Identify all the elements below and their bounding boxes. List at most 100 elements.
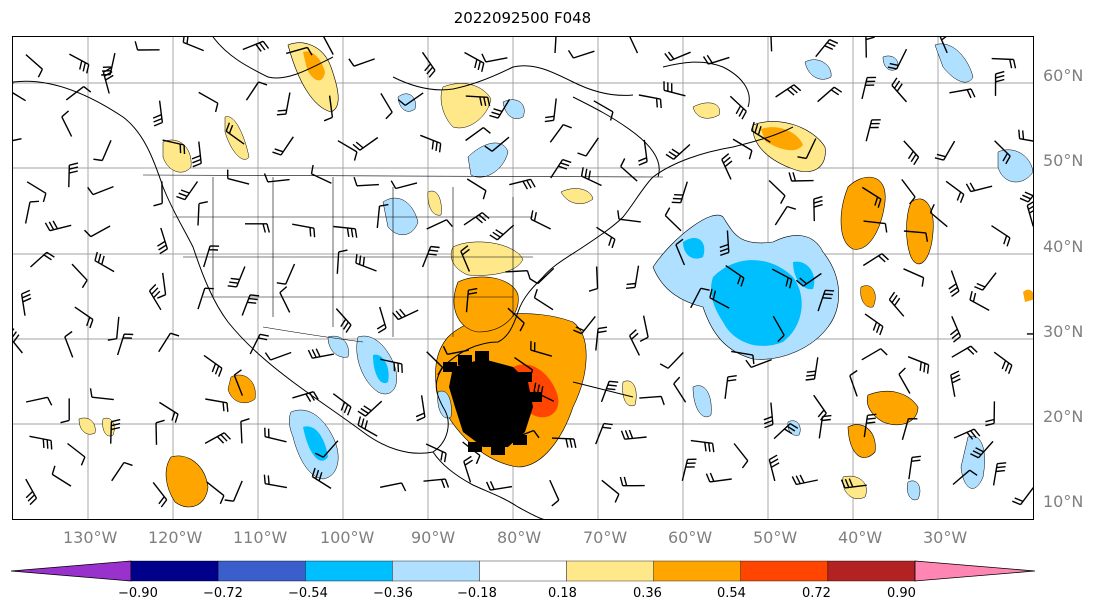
colorbar-label: −0.36: [373, 586, 413, 601]
wind-barb: [771, 268, 793, 289]
wind-barb: [549, 479, 560, 507]
wind-barb: [323, 37, 334, 55]
wind-barb: [945, 180, 965, 204]
colorbar-label: 0.90: [887, 586, 916, 601]
wind-barb: [204, 432, 232, 445]
wind-barb: [442, 345, 470, 355]
coastlines: [13, 37, 794, 519]
lon-label-130w: 130°W: [63, 528, 118, 547]
wind-barb: [310, 164, 332, 184]
wind-barb: [601, 479, 620, 503]
wind-barb: [533, 288, 554, 311]
wind-barbs: [13, 37, 1033, 508]
wind-barb: [159, 401, 179, 423]
wind-barb: [224, 480, 243, 502]
wind-barb: [795, 272, 822, 287]
wind-barb: [197, 201, 208, 226]
wind-barb: [110, 418, 121, 444]
wind-barb: [380, 93, 393, 120]
wind-barb: [157, 227, 169, 255]
colorbar-extend-min: [10, 560, 132, 582]
wind-barb: [423, 478, 450, 489]
wind-barb: [191, 141, 202, 168]
map-panel: [12, 36, 1034, 520]
wind-barb: [69, 53, 90, 74]
wind-barb: [465, 287, 478, 313]
wind-barb: [182, 37, 204, 52]
wind-barb: [158, 332, 180, 353]
wind-barb: [71, 263, 88, 289]
wind-barb: [994, 140, 1011, 165]
wind-barb: [554, 37, 557, 54]
wind-barb: [264, 427, 287, 443]
wind-barb: [421, 51, 436, 78]
wind-barb: [774, 205, 797, 226]
wind-barb: [617, 210, 641, 223]
colorbar-label: 0.54: [717, 586, 746, 601]
lat-label-30n: 30°N: [1043, 322, 1084, 341]
wind-barb: [176, 181, 199, 201]
wind-barb: [863, 220, 888, 233]
max-region-mexico-pacific: [165, 455, 209, 508]
wind-barb: [985, 401, 996, 427]
wind-barb: [206, 481, 225, 505]
political-borders: [142, 174, 664, 343]
wind-barb: [489, 224, 515, 241]
wind-barb: [335, 308, 352, 333]
wind-barb: [352, 136, 379, 151]
wind-barb: [745, 358, 772, 369]
lon-label-40w: 40°W: [838, 528, 883, 547]
wind-barb: [93, 140, 112, 162]
wind-barb: [861, 186, 882, 208]
wind-barb: [888, 291, 905, 317]
wind-barb: [733, 443, 749, 469]
wind-barb: [148, 283, 162, 311]
wind-barb: [588, 266, 599, 292]
wind-barb: [25, 54, 44, 78]
wind-barb: [797, 138, 817, 160]
wind-barb: [485, 481, 513, 491]
colorbar-segment: [305, 560, 393, 582]
wind-barb: [549, 123, 572, 143]
wind-barb: [805, 357, 819, 381]
colorbar-segment: [479, 560, 567, 582]
lon-label-120w: 120°W: [148, 528, 203, 547]
wind-barb: [864, 313, 884, 336]
wind-barb: [314, 440, 339, 458]
colorbar-label: −0.18: [457, 586, 497, 601]
wind-barb: [61, 110, 73, 137]
wind-barb: [732, 138, 753, 160]
wind-barb: [887, 48, 908, 70]
wind-barb: [772, 315, 785, 343]
wind-barb: [421, 245, 440, 268]
wind-barb: [750, 121, 771, 143]
wind-barb: [134, 41, 160, 51]
wind-barb: [509, 178, 536, 190]
wind-barb: [948, 270, 960, 297]
min-core-central-atlantic: [711, 260, 802, 346]
wind-barb: [376, 306, 387, 334]
wind-barb: [993, 351, 1013, 374]
wind-barb: [203, 245, 220, 268]
colorbar: [10, 560, 1036, 582]
wind-barb: [991, 57, 1017, 69]
wind-barb: [1018, 129, 1033, 142]
wind-barb: [333, 225, 358, 238]
wind-barb: [551, 437, 577, 448]
wind-barb: [155, 419, 165, 445]
wind-barb: [107, 316, 120, 341]
wind-barb: [64, 330, 74, 358]
colorbar-label: 0.36: [633, 586, 662, 601]
wind-barb: [1026, 201, 1033, 227]
wind-barb: [901, 418, 918, 440]
wind-barb: [198, 91, 219, 113]
wind-barb: [111, 461, 133, 482]
wind-barb: [681, 458, 697, 481]
wind-barb: [94, 251, 115, 273]
yellow-region-east-us: [450, 241, 524, 276]
wind-barb: [152, 100, 164, 127]
wind-barb: [1019, 191, 1033, 203]
wind-barb: [768, 454, 780, 482]
wind-barb: [721, 153, 733, 180]
wind-barb: [773, 423, 799, 440]
